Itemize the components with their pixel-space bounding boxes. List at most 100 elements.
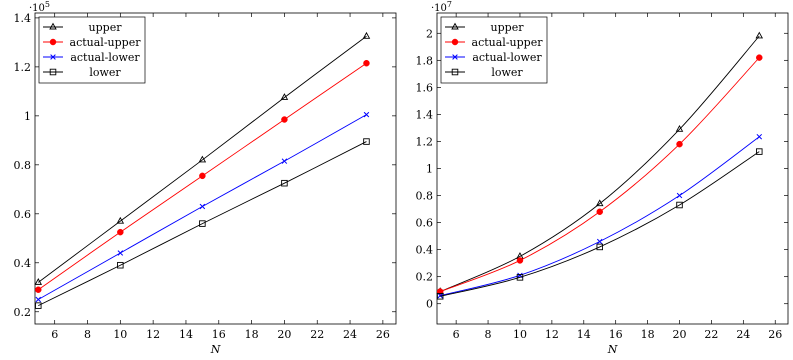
series-line-upper (38, 35, 367, 283)
x-tick-label: 20 (277, 328, 291, 341)
legend-label: actual-lower (472, 51, 542, 64)
y-tick-label: 1.4 (14, 12, 32, 25)
x-tick-label: 14 (577, 328, 591, 341)
legend-swatch-marker (451, 38, 459, 46)
y-tick-label: 0.6 (14, 208, 32, 221)
y-tick-label: 0.6 (416, 217, 434, 230)
data-point-actual-lower (596, 238, 603, 245)
data-point-upper (675, 124, 684, 132)
data-point-lower (596, 243, 603, 251)
x-axis-label: N (210, 343, 221, 356)
legend-label: actual-upper (472, 36, 544, 49)
legend: upper actual-upper actual-lower lower (38, 16, 146, 84)
x-tick-label: 24 (736, 328, 750, 341)
y-tick-label: 0.4 (14, 257, 32, 270)
legend-swatch-marker (50, 54, 56, 60)
data-point-lower (35, 302, 42, 309)
y-tick-label: 1.2 (416, 135, 434, 148)
x-tick-label: 20 (673, 328, 687, 341)
data-point-upper (755, 31, 764, 39)
data-point-actual-lower (437, 292, 443, 299)
legend-swatch-marker (452, 54, 458, 60)
chart-2: 6 8 10 12 14 16 18 20 22 24 26 0 0.2 0.4 0.6 0.8 1 1.2 1.4… (416, 0, 789, 356)
data-point-actual-upper (117, 228, 124, 236)
legend: upper actual-upper actual-lower lower (440, 16, 548, 84)
x-axis-label: N (607, 343, 618, 356)
y-multiplier: ·107 (431, 0, 452, 14)
y-multiplier: ·105 (29, 0, 50, 14)
data-point-actual-lower (35, 296, 42, 303)
y-tick-label: 1.8 (416, 54, 434, 67)
x-tick-label: 6 (453, 328, 460, 341)
x-tick-label: 8 (485, 328, 492, 341)
series-line-upper (440, 35, 760, 292)
x-tick-label: 22 (704, 328, 718, 341)
legend-swatch-marker (49, 38, 57, 46)
x-tick-label: 26 (768, 328, 782, 341)
data-point-actual-upper (516, 257, 524, 264)
legend-label: actual-lower (70, 51, 140, 64)
y-tick-label: 0.8 (416, 190, 434, 203)
data-point-actual-upper (363, 59, 370, 67)
x-tick-label: 6 (51, 328, 58, 341)
legend-item: actual-lower (445, 51, 542, 64)
chart-1: 6 8 10 12 14 16 18 20 22 24 26 0.2 0.4 0.6 0.8 1 1.2 1.4·… (14, 0, 397, 356)
data-point-actual-lower (363, 111, 370, 118)
y-tick-label: 0.4 (416, 244, 434, 257)
legend-swatch-marker (49, 68, 57, 76)
x-tick-label: 12 (146, 328, 160, 341)
legend-swatch-marker (49, 22, 57, 30)
data-point-lower (281, 179, 288, 187)
data-point-upper (198, 155, 207, 163)
data-point-upper (116, 216, 125, 224)
y-tick-label: 0 (426, 298, 433, 311)
y-multiplier-exponent: 5 (45, 0, 50, 9)
data-point-lower (436, 293, 444, 300)
data-point-upper (280, 93, 289, 100)
y-tick-label: 1.2 (14, 61, 32, 74)
data-point-lower (363, 138, 370, 145)
data-point-actual-lower (676, 192, 683, 199)
data-point-actual-upper (596, 208, 603, 216)
legend-item: actual-upper (43, 36, 141, 49)
x-tick-label: 16 (212, 328, 226, 341)
x-tick-label: 18 (641, 328, 655, 341)
data-point-actual-upper (676, 140, 683, 148)
data-point-actual-upper (199, 172, 206, 180)
series-actual-upper (35, 59, 370, 293)
data-point-upper (595, 199, 604, 207)
series-lower (35, 138, 370, 309)
legend-label: upper (89, 21, 123, 34)
x-tick-label: 22 (310, 328, 324, 341)
data-point-lower (117, 261, 124, 269)
plot-frame (34, 12, 397, 325)
y-tick-label: 0.2 (14, 306, 32, 319)
data-point-lower (516, 274, 524, 281)
legend-item: lower (445, 66, 523, 79)
x-tick-label: 10 (113, 328, 127, 341)
legend-item: actual-lower (43, 51, 140, 64)
data-point-actual-lower (199, 203, 206, 210)
y-tick-label: 0.8 (14, 159, 32, 172)
legend-label: lower (491, 66, 523, 79)
series-actual-lower (35, 111, 370, 303)
series-lower (436, 148, 763, 300)
data-point-lower (756, 148, 763, 155)
legend-label: upper (491, 21, 525, 34)
legend-item: lower (43, 66, 121, 79)
legend-label: actual-upper (70, 36, 142, 49)
series-actual-lower (437, 133, 763, 299)
x-tick-label: 26 (376, 328, 390, 341)
legend-label: lower (89, 66, 121, 79)
y-tick-label: 1.6 (416, 81, 434, 94)
data-point-lower (676, 201, 683, 209)
legend-swatch-marker (451, 22, 459, 30)
data-point-lower (199, 220, 206, 227)
x-tick-label: 18 (245, 328, 259, 341)
x-tick-label: 14 (179, 328, 193, 341)
data-point-actual-lower (117, 250, 124, 256)
series-line-lower (440, 151, 760, 297)
legend-item: upper (445, 21, 524, 34)
x-tick-label: 8 (84, 328, 91, 341)
